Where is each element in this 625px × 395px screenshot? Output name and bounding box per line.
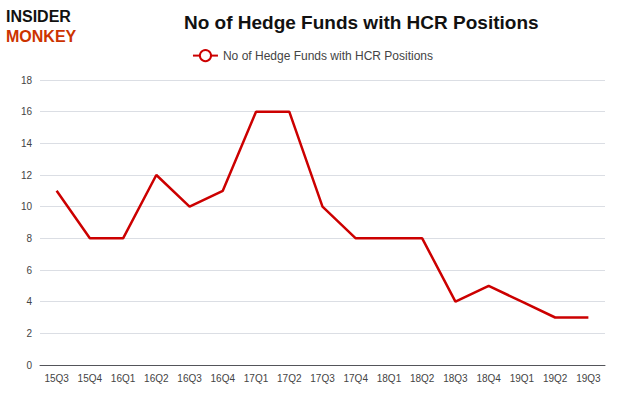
svg-text:17Q2: 17Q2 — [277, 373, 302, 384]
svg-text:16: 16 — [21, 106, 33, 117]
svg-text:MONKEY: MONKEY — [6, 28, 77, 45]
svg-text:No of Hedge Funds with HCR Pos: No of Hedge Funds with HCR Positions — [184, 12, 539, 33]
svg-text:2: 2 — [26, 328, 32, 339]
svg-text:17Q3: 17Q3 — [310, 373, 335, 384]
svg-text:18: 18 — [21, 75, 33, 86]
svg-text:12: 12 — [21, 170, 33, 181]
svg-text:18Q2: 18Q2 — [410, 373, 435, 384]
svg-text:15Q3: 15Q3 — [44, 373, 69, 384]
svg-text:18Q1: 18Q1 — [377, 373, 402, 384]
svg-text:18Q3: 18Q3 — [443, 373, 468, 384]
svg-text:18Q4: 18Q4 — [476, 373, 501, 384]
svg-text:17Q1: 17Q1 — [244, 373, 269, 384]
svg-text:16Q3: 16Q3 — [177, 373, 202, 384]
svg-text:16Q2: 16Q2 — [144, 373, 169, 384]
svg-text:10: 10 — [21, 201, 33, 212]
svg-text:15Q4: 15Q4 — [78, 373, 103, 384]
svg-text:8: 8 — [26, 233, 32, 244]
svg-text:16Q1: 16Q1 — [111, 373, 136, 384]
svg-text:14: 14 — [21, 138, 33, 149]
svg-text:4: 4 — [26, 296, 32, 307]
svg-text:16Q4: 16Q4 — [211, 373, 236, 384]
svg-text:6: 6 — [26, 265, 32, 276]
svg-text:No of Hedge Funds with HCR Pos: No of Hedge Funds with HCR Positions — [223, 49, 433, 63]
svg-text:19Q3: 19Q3 — [576, 373, 601, 384]
svg-text:17Q4: 17Q4 — [344, 373, 369, 384]
svg-text:INSIDER: INSIDER — [6, 8, 71, 25]
svg-text:0: 0 — [26, 360, 32, 371]
svg-text:19Q2: 19Q2 — [543, 373, 568, 384]
svg-text:19Q1: 19Q1 — [510, 373, 535, 384]
